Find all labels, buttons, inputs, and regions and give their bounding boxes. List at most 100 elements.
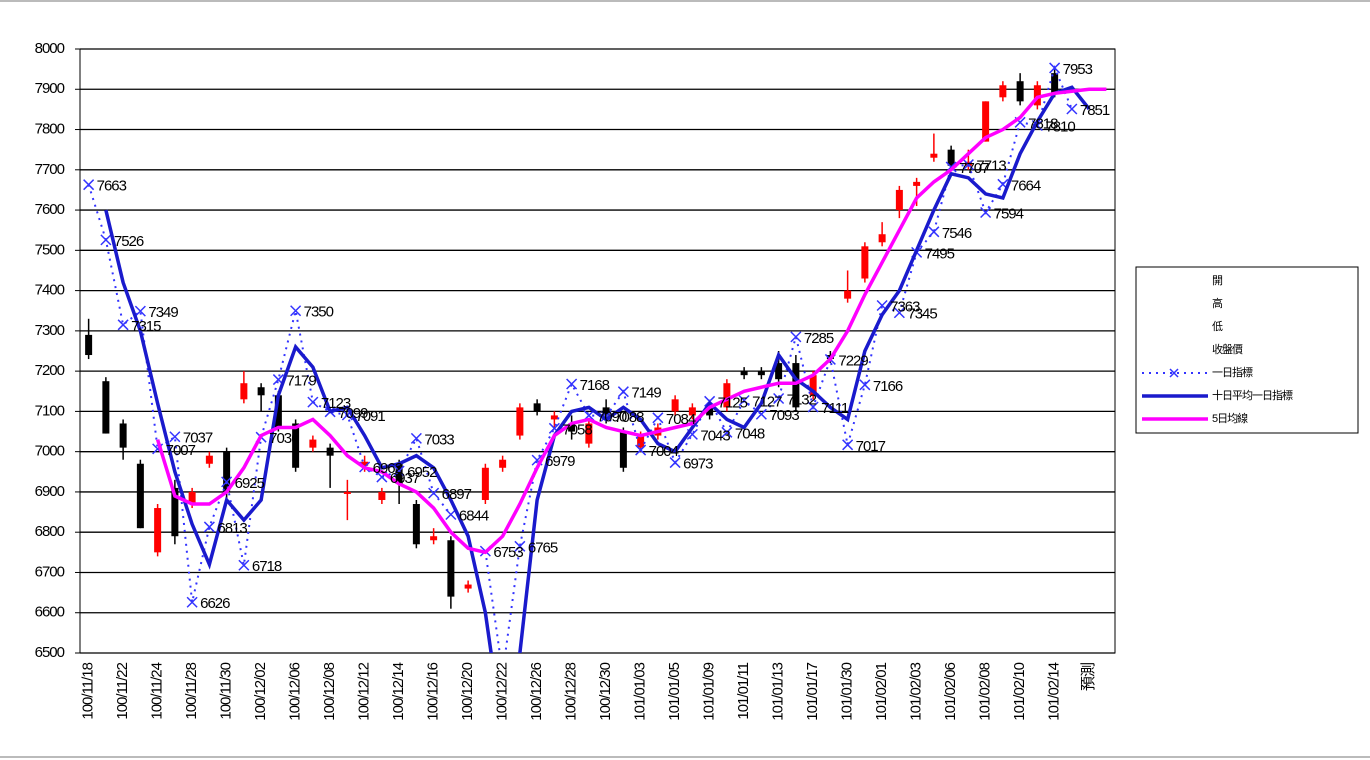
candle-body — [499, 459, 507, 468]
candle-body — [326, 447, 334, 456]
data-label: 6753 — [493, 544, 523, 561]
x-marker — [410, 432, 422, 444]
candle-body — [550, 415, 558, 420]
legend-label: 高 — [1212, 296, 1223, 310]
x-tick-label: 100/11/24 — [149, 662, 166, 719]
data-label: 7229 — [838, 352, 868, 369]
x-marker — [134, 305, 146, 317]
data-label: 6962 — [373, 460, 403, 477]
y-tick-label: 6800 — [35, 523, 65, 540]
candle-body — [533, 403, 541, 412]
data-label: 6844 — [459, 507, 489, 524]
data-label: 7285 — [804, 330, 834, 347]
x-tick-label: 101/02/08 — [977, 662, 994, 720]
candle-body — [930, 153, 938, 158]
data-label: 6979 — [545, 453, 575, 470]
candle-body — [378, 491, 386, 500]
x-marker — [428, 487, 440, 499]
x-tick-label: 100/12/06 — [287, 662, 304, 720]
x-marker — [100, 234, 112, 246]
y-tick-label: 7400 — [35, 282, 65, 299]
data-label: 7007 — [166, 442, 196, 459]
x-marker — [83, 179, 95, 191]
series-line — [104, 85, 1091, 653]
x-tick-label: 100/12/20 — [459, 662, 476, 720]
y-tick-label: 8000 — [35, 40, 65, 57]
x-tick-label: 100/12/08 — [321, 662, 338, 720]
x-tick-label: 101/01/30 — [839, 662, 856, 720]
x-tick-label: 101/01/09 — [701, 662, 718, 720]
data-label: 7125 — [718, 394, 748, 411]
candle-body — [1033, 85, 1041, 106]
candle-body — [740, 371, 748, 376]
candle-body — [844, 290, 852, 299]
candle-body — [395, 463, 403, 484]
x-tick-label: 101/02/10 — [1011, 662, 1028, 720]
data-label: 7111 — [821, 400, 849, 417]
y-tick-label: 7700 — [35, 161, 65, 178]
data-label: 7953 — [1063, 61, 1093, 78]
candle-body — [309, 439, 317, 448]
data-label: 7093 — [769, 407, 799, 424]
x-marker — [738, 394, 750, 407]
data-label: 7048 — [735, 425, 765, 442]
x-marker — [928, 226, 940, 238]
series-line — [155, 87, 1107, 555]
data-label: 6973 — [683, 456, 713, 473]
candle-body — [136, 463, 144, 529]
data-label: 7088 — [614, 409, 644, 426]
data-label: 7526 — [114, 233, 144, 250]
data-label: 6937 — [390, 470, 420, 487]
candle-body — [861, 246, 869, 279]
data-label: 7033 — [424, 431, 454, 448]
x-tick-label: 100/12/28 — [563, 662, 580, 720]
x-marker — [617, 386, 629, 398]
candle-body — [464, 584, 472, 589]
x-marker — [445, 508, 457, 521]
x-marker — [1066, 103, 1078, 115]
data-label: 7315 — [131, 318, 161, 335]
x-marker — [962, 159, 974, 171]
x-tick-label: 100/11/22 — [114, 662, 131, 719]
candle-body — [688, 407, 696, 416]
data-label: 7707 — [959, 160, 989, 177]
candle-body — [895, 189, 903, 211]
y-tick-label: 6500 — [35, 644, 65, 661]
candle-body — [240, 383, 248, 400]
x-marker — [393, 465, 405, 477]
data-label: 6925 — [235, 475, 265, 492]
legend-label: 收盤價 — [1212, 342, 1243, 356]
candle-body — [809, 375, 817, 396]
x-tick-label: 101/02/03 — [908, 662, 925, 720]
x-marker — [669, 457, 681, 469]
candle-body — [274, 395, 282, 428]
data-label: 7664 — [1011, 177, 1041, 194]
data-label: 7123 — [321, 395, 351, 412]
x-tick-label: 101/01/11 — [735, 662, 752, 719]
y-tick-label: 6700 — [35, 563, 65, 580]
data-label: 7810 — [1045, 118, 1075, 135]
candle-body — [585, 423, 593, 444]
candle-body — [447, 540, 455, 597]
x-tick-label: 101/01/13 — [770, 662, 787, 720]
candle-body — [171, 487, 179, 537]
candle-body — [602, 407, 610, 416]
data-label: 7818 — [1028, 115, 1058, 132]
data-label: 6765 — [528, 539, 558, 556]
data-label: 7037 — [183, 430, 213, 447]
data-label: 7594 — [994, 205, 1024, 222]
x-marker — [514, 540, 526, 552]
candle-body — [568, 423, 576, 432]
x-tick-label: 101/01/03 — [632, 662, 649, 720]
candle-body — [913, 181, 921, 186]
legend-label: 十日平均一日指標 — [1212, 388, 1293, 402]
data-label: 6897 — [442, 486, 472, 503]
legend-box — [1135, 266, 1359, 434]
data-label: 6718 — [252, 558, 282, 575]
candle-body — [706, 407, 714, 416]
candle-body — [257, 387, 265, 396]
candle-body — [85, 334, 93, 356]
x-marker — [635, 444, 647, 456]
